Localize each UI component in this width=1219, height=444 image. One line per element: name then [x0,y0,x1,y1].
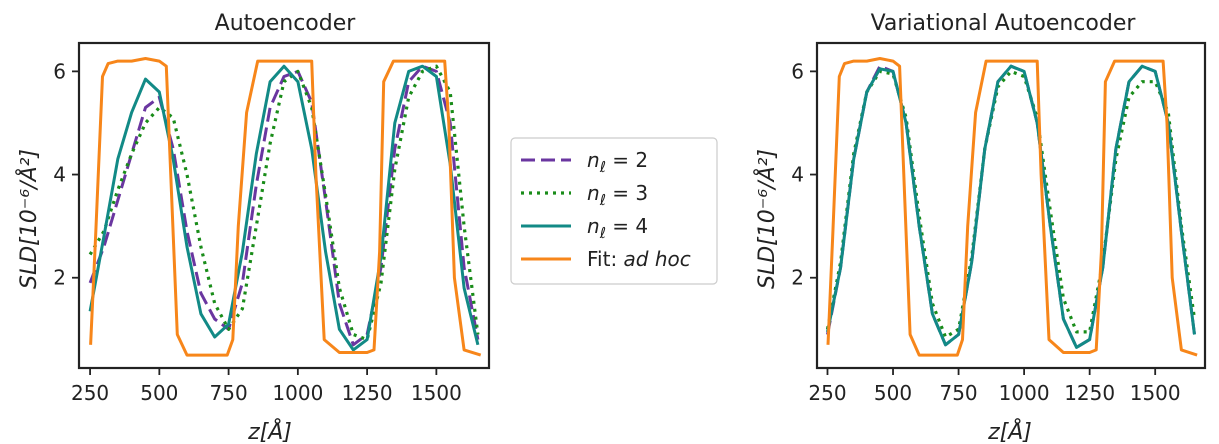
x-tick-label: 1250 [342,381,393,405]
x-tick-label: 250 [808,381,846,405]
legend-label: Fit: ad hoc [587,247,691,271]
chart-title: Variational Autoencoder [871,11,1137,36]
x-tick-label: 1000 [272,381,323,405]
tick-group: 250 500 750 1000 1250 1500 2 4 6 [791,59,1180,405]
x-axis-label: z[Å] [247,418,292,444]
x-axis-label: z[Å] [987,418,1032,444]
series-line-fit [89,57,482,357]
x-tick-label: 500 [140,381,178,405]
series-line-fit [826,57,1198,357]
tick-group: 250 500 750 1000 1250 1500 2 4 6 [53,59,462,405]
legend-label: nℓ = 3 [587,181,648,209]
x-tick-label: 500 [874,381,912,405]
plot-frame [815,41,1207,370]
x-tick-label: 1500 [411,381,462,405]
x-tick-label: 250 [71,381,109,405]
y-tick-label: 4 [791,163,804,187]
x-tick-label: 1000 [999,381,1050,405]
x-tick-label: 1250 [1064,381,1115,405]
y-tick-label: 2 [53,266,66,290]
series-line-n3 [825,69,1197,339]
plot-frame [77,41,491,370]
y-axis-label: SLD[10⁻⁶/Å²] [753,149,780,289]
x-tick-label: 1500 [1130,381,1181,405]
series-line-n4 [88,64,480,352]
legend-item-n2: nℓ = 2 [521,148,648,176]
series-line-n2 [88,64,480,347]
plot-lines [88,57,482,357]
series-line-n4 [826,64,1196,349]
y-axis-label: SLD[10⁻⁶/Å²] [15,149,42,289]
legend-label: nℓ = 4 [587,214,648,242]
chart-title: Autoencoder [215,11,357,36]
chart-variational-autoencoder: Variational Autoencoder 250 500 750 1000 125… [753,11,1207,444]
legend-label: nℓ = 2 [587,148,648,176]
chart-autoencoder: Autoencoder 250 500 750 1000 1250 1500 2 4 6 z[Å… [15,11,491,444]
x-tick-label: 750 [939,381,977,405]
y-tick-label: 6 [53,59,66,83]
y-tick-label: 4 [53,163,66,187]
x-tick-label: 750 [210,381,248,405]
y-tick-label: 6 [791,59,804,83]
legend-item-n3: nℓ = 3 [521,181,648,209]
series-line-n3 [88,64,480,342]
legend-box [510,137,718,285]
plot-lines [825,57,1198,357]
legend-item-n4: nℓ = 4 [521,214,648,242]
series-line-n2 [826,64,1196,349]
y-tick-label: 2 [791,266,804,290]
legend-item-fit: Fit: ad hoc [521,247,691,271]
legend: nℓ = 2 nℓ = 3 nℓ = 4 Fit: ad hoc [510,137,718,285]
